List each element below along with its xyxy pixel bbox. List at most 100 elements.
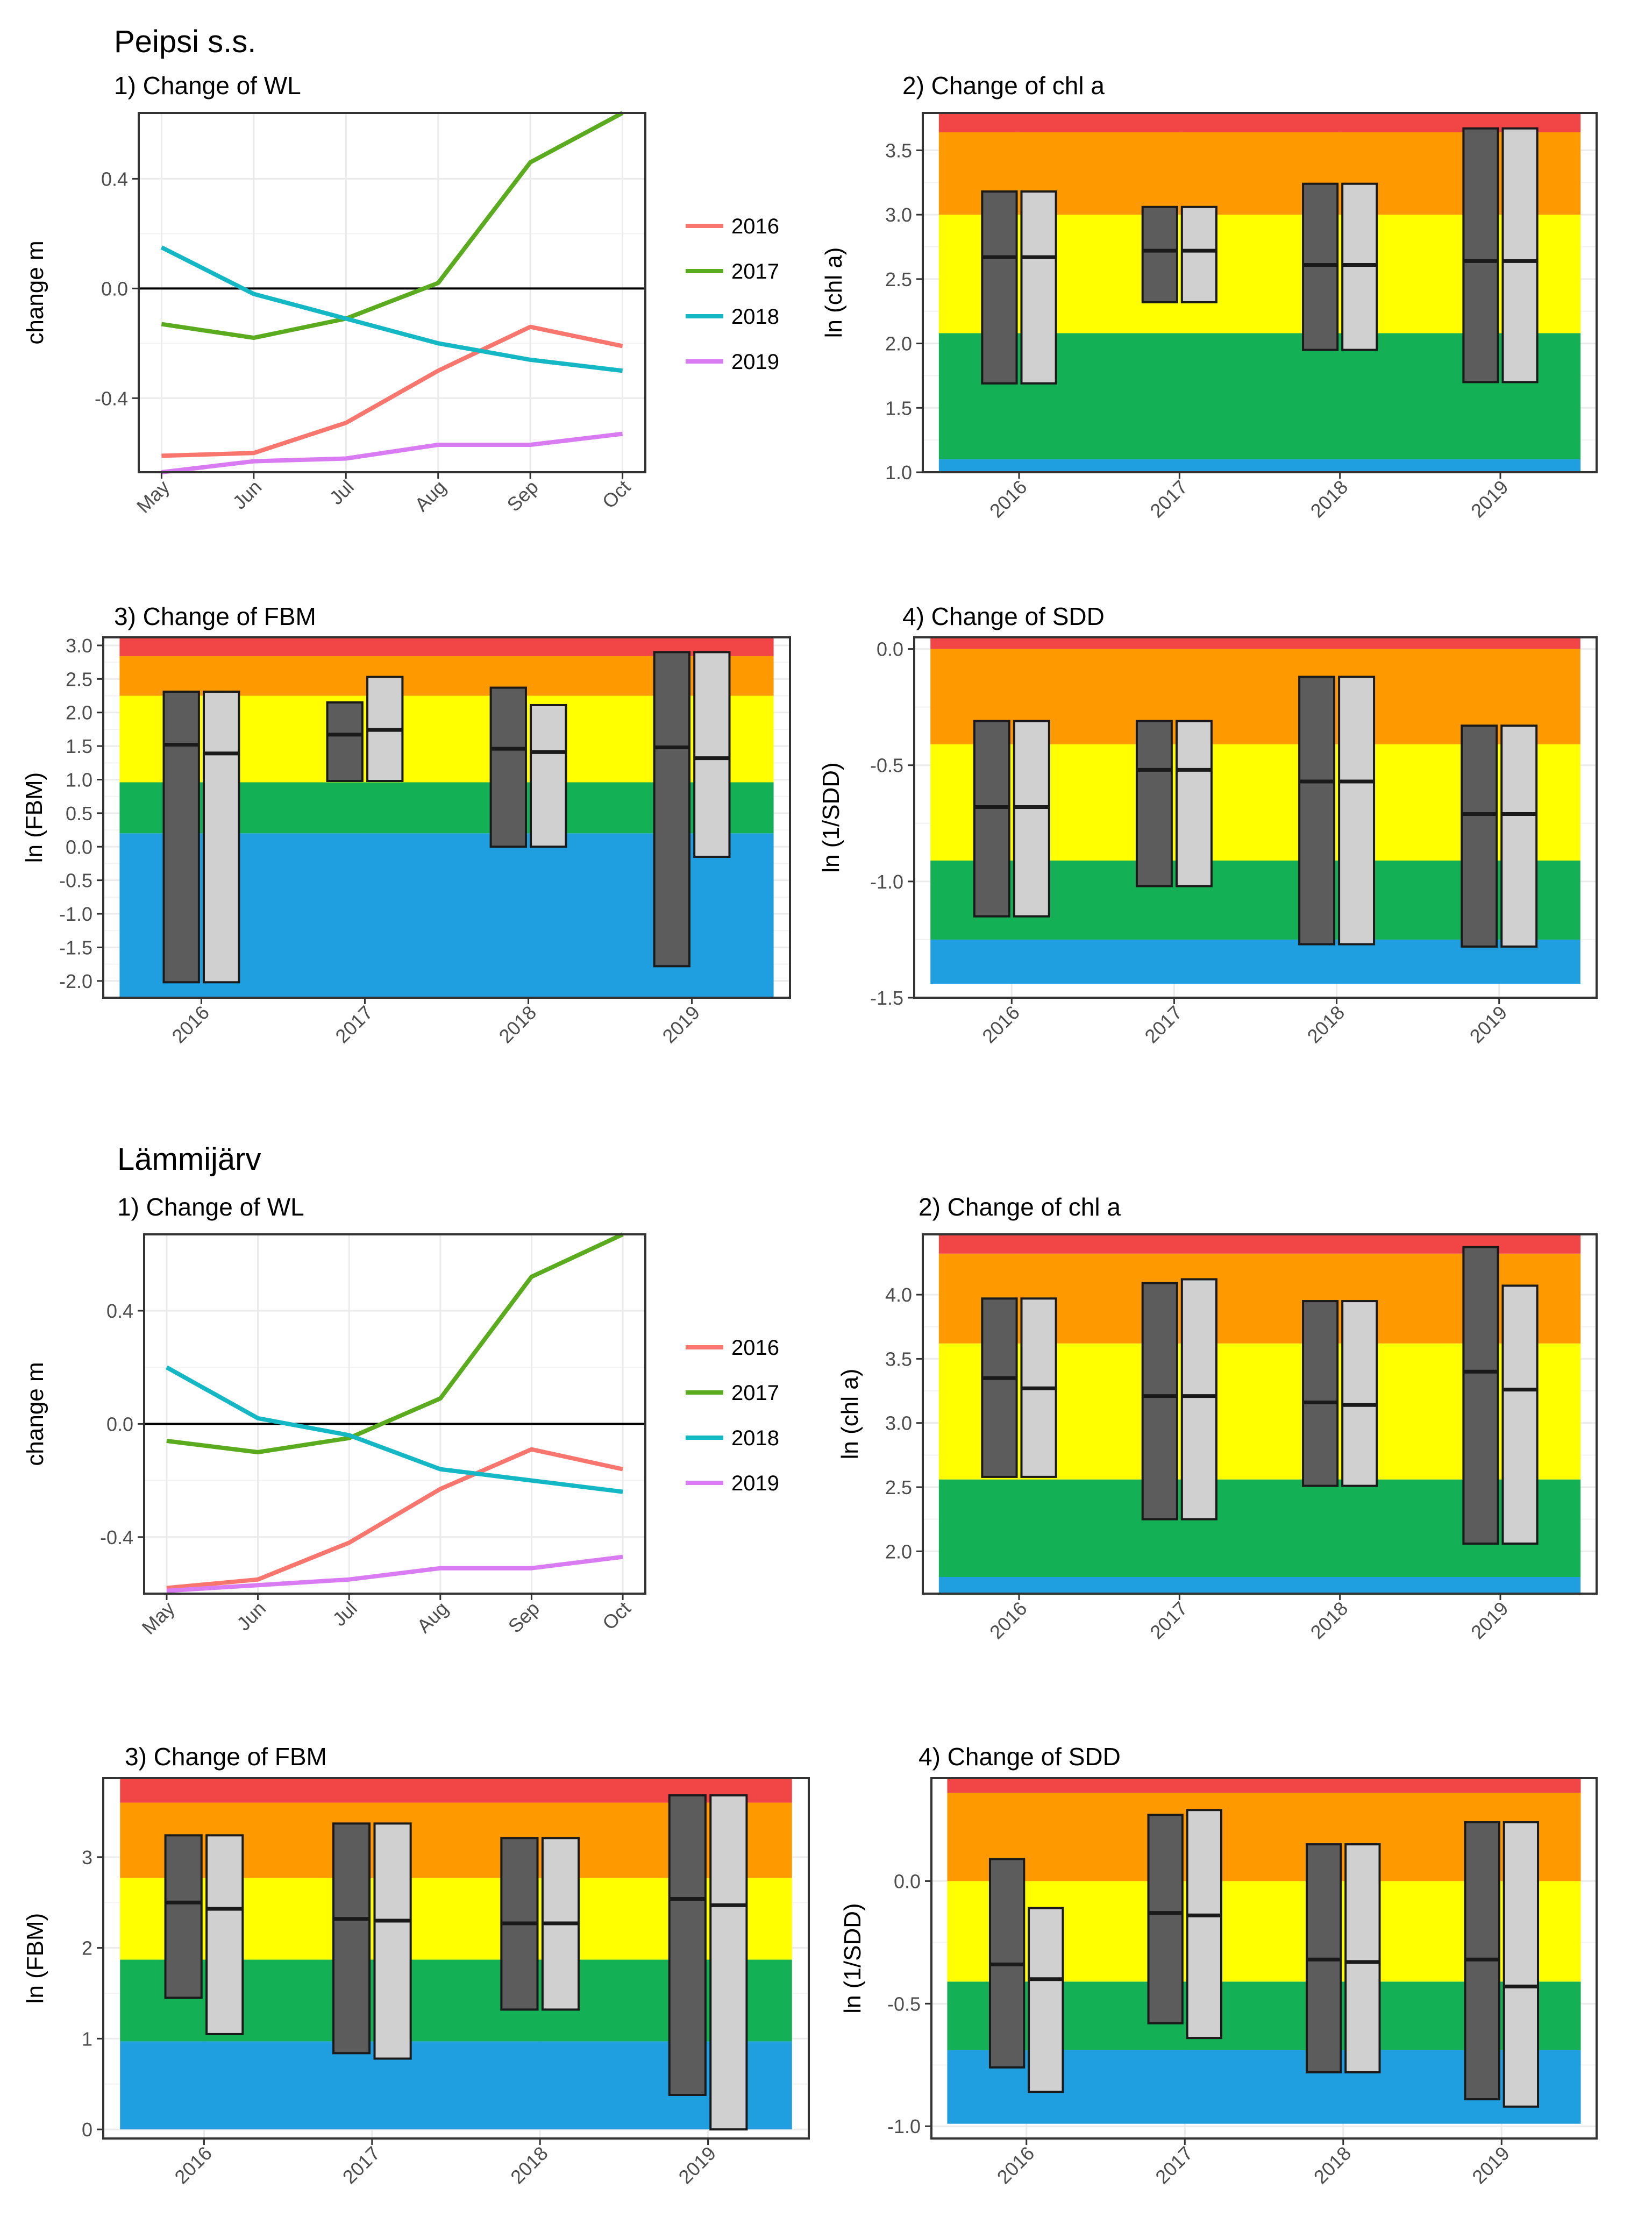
x-tick-label: 2019: [658, 1001, 704, 1048]
y-tick-label: 3.0: [885, 1412, 912, 1434]
y-tick-label: 0.0: [66, 836, 92, 858]
x-tick-label: Oct: [598, 1597, 635, 1635]
y-tick-label: 0.0: [877, 638, 903, 660]
legend-label-2018: 2018: [731, 1426, 779, 1450]
box-light-2018: [1341, 182, 1378, 351]
y-axis-label: ln (FBM): [21, 772, 47, 863]
y-tick-label: 1.0: [885, 461, 912, 484]
y-tick-label: 0.4: [106, 1300, 133, 1322]
y-axis-label: ln (FBM): [22, 1913, 48, 2004]
box-light-2016: [202, 691, 240, 984]
panel-title: 3) Change of FBM: [125, 1743, 327, 1771]
box-dark-2017: [1141, 205, 1178, 303]
y-tick-label: -0.5: [59, 870, 92, 892]
legend-label-2018: 2018: [731, 305, 779, 329]
plot-frame: [102, 1777, 810, 2140]
plot-background: [139, 113, 645, 472]
x-tick-label: Jun: [228, 476, 266, 514]
y-tick-label: 1.0: [66, 769, 92, 791]
x-tick-label: 2018: [1309, 2142, 1356, 2189]
x-tick-label: Jul: [325, 476, 358, 509]
box-light-2018: [1338, 676, 1376, 946]
y-tick-label: 0.0: [101, 278, 128, 300]
y-tick-label: -1.5: [59, 936, 92, 958]
x-tick-label: Oct: [598, 476, 635, 513]
y-tick-label: 1.5: [66, 735, 92, 757]
box-dark-2018: [1302, 1300, 1339, 1487]
y-axis-label: ln (chl a): [821, 247, 847, 338]
x-tick-label: 2017: [331, 1001, 377, 1048]
panel-p_chl: 1.0 1.5 2.0 2.5 3.0 3.5 2016 2017 2018 2019 2) Cha…: [821, 72, 1598, 522]
y-tick-label: 1.5: [885, 397, 912, 419]
panel-l_wl: 2016 2017 2018 2019 0.4 0.0 -0.4 May Jun Jul Aug Se…: [22, 1193, 779, 1639]
y-tick-label: 2.0: [885, 333, 912, 355]
y-tick-label: -2.0: [59, 970, 92, 992]
panel-p_fbm: 3.0 2.5 2.0 1.5 1.0 0.5 0.0 -0.5 -1.0 -1.5 -2.0 201…: [21, 602, 791, 1048]
band-red: [930, 637, 1580, 649]
box-dark-2017: [1135, 720, 1173, 887]
y-tick-label: 3.5: [885, 1348, 912, 1370]
x-tick-label: 2019: [1468, 2142, 1514, 2189]
panel-title: 2) Change of chl a: [902, 72, 1105, 100]
y-axis-label: change m: [22, 1362, 48, 1466]
box-light-2019: [709, 1794, 748, 2131]
x-tick-label: 2018: [1303, 1001, 1349, 1048]
legend-label-2017: 2017: [731, 1381, 779, 1405]
box-light-2018: [530, 704, 567, 848]
box-light-2017: [1180, 1278, 1217, 1520]
y-tick-label: 3: [82, 1846, 92, 1868]
y-tick-label: 2: [82, 1937, 92, 1959]
box-dark-2017: [1141, 1282, 1178, 1520]
box-dark-2016: [981, 190, 1018, 385]
y-tick-label: 4.0: [885, 1284, 912, 1306]
box-dark-2018: [1302, 182, 1339, 351]
band-red: [947, 1778, 1581, 1793]
y-tick-label: 0: [82, 2119, 92, 2141]
y-axis-label: ln (1/SDD): [839, 1903, 866, 2013]
plot-frame: [138, 112, 646, 473]
box-light-2016: [1013, 720, 1050, 918]
box-light-2017: [1180, 205, 1217, 303]
box-dark-2016: [973, 720, 1010, 918]
x-tick-label: May: [132, 476, 174, 517]
x-tick-label: 2018: [1306, 476, 1352, 522]
x-tick-label: 2019: [1466, 476, 1513, 522]
y-axis-label: ln (chl a): [837, 1369, 863, 1460]
box-dark-2019: [1461, 724, 1498, 948]
box-light-2016: [1028, 1907, 1064, 2093]
series-line-2019: [166, 1554, 623, 1593]
y-tick-label: 2.5: [885, 268, 912, 290]
box-light-2016: [205, 1834, 244, 2035]
legend-label-2017: 2017: [731, 260, 779, 283]
x-tick-label: 2016: [985, 476, 1031, 522]
y-axis-label: ln (1/SDD): [818, 762, 844, 872]
y-tick-label: -1.0: [870, 871, 903, 893]
series-line-2017: [161, 111, 624, 340]
box-light-2018: [1344, 1843, 1381, 2073]
panel-l_chl: 2.0 2.5 3.0 3.5 4.0 2016 2017 2018 2019 2) Change…: [837, 1193, 1598, 1643]
y-tick-label: 0.0: [894, 1870, 921, 1892]
series-line-2016: [166, 1447, 623, 1590]
box-dark-2016: [164, 1834, 203, 1999]
x-tick-label: 2017: [1151, 2142, 1197, 2189]
x-tick-label: 2018: [495, 1001, 541, 1048]
y-tick-label: -0.5: [870, 755, 903, 777]
box-dark-2017: [332, 1822, 371, 2055]
plot-frame: [143, 1233, 646, 1595]
panel-title: 1) Change of WL: [117, 1193, 304, 1221]
box-dark-2019: [668, 1794, 707, 2096]
y-tick-label: 2.5: [885, 1476, 912, 1498]
y-tick-label: -1.5: [870, 987, 903, 1009]
box-light-2017: [373, 1822, 412, 2060]
band-blue: [938, 1576, 1581, 1594]
band-blue: [938, 459, 1581, 472]
box-light-2019: [1501, 1284, 1539, 1545]
y-tick-label: -1.0: [59, 903, 92, 925]
box-light-2017: [1175, 720, 1213, 887]
series-line-2016: [161, 324, 623, 458]
x-tick-label: 2016: [170, 2142, 216, 2189]
y-tick-label: 0.5: [66, 802, 92, 825]
y-tick-label: -0.4: [95, 387, 128, 409]
box-dark-2018: [489, 686, 527, 848]
